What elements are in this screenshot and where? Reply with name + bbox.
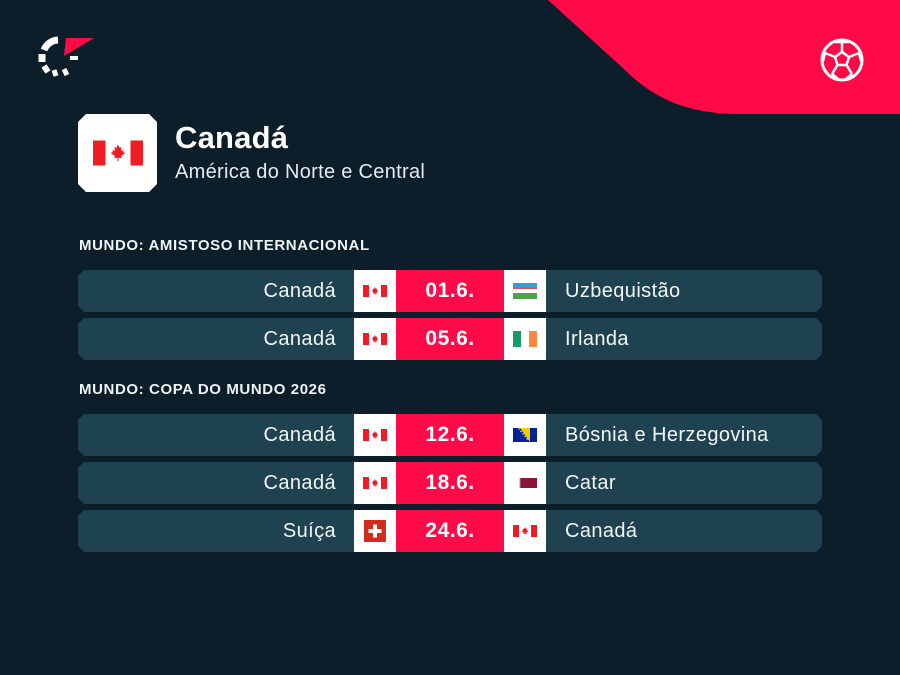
home-team-name: Canadá bbox=[263, 328, 336, 350]
canada-flag-icon bbox=[363, 333, 387, 345]
competition-title: MUNDO: COPA DO MUNDO 2026 bbox=[79, 381, 327, 398]
team-region: América do Norte e Central bbox=[175, 161, 426, 183]
away-flag bbox=[504, 414, 546, 456]
canada-flag-icon bbox=[93, 136, 143, 170]
canada-flag-icon bbox=[363, 477, 387, 489]
home-team-name: Canadá bbox=[263, 280, 336, 302]
match-row[interactable]: Canadá 12.6. Bósnia e Herzegovina bbox=[78, 414, 822, 456]
away-flag bbox=[504, 270, 546, 312]
flashscore-logo-icon bbox=[38, 36, 94, 77]
away-flag bbox=[504, 510, 546, 552]
qatar-flag-icon bbox=[513, 478, 537, 488]
team-name: Canadá bbox=[175, 120, 289, 155]
away-flag bbox=[504, 318, 546, 360]
home-team-name: Suíça bbox=[282, 520, 336, 542]
canada-flag-icon bbox=[363, 285, 387, 297]
canada-flag-icon bbox=[513, 525, 537, 537]
away-flag bbox=[504, 462, 546, 504]
bosnia-flag-icon bbox=[513, 428, 537, 442]
away-team-name: Irlanda bbox=[565, 328, 629, 350]
team-flag bbox=[78, 114, 157, 192]
home-team-name: Canadá bbox=[263, 424, 336, 446]
home-flag bbox=[354, 510, 396, 552]
home-flag bbox=[354, 318, 396, 360]
team-header: Canadá América do Norte e Central bbox=[78, 114, 425, 192]
match-row[interactable]: Canadá 18.6. Catar bbox=[78, 462, 822, 504]
home-team-name: Canadá bbox=[263, 472, 336, 494]
competition-title: MUNDO: AMISTOSO INTERNACIONAL bbox=[79, 237, 370, 254]
match-date: 18.6. bbox=[396, 462, 504, 504]
uzbekistan-flag-icon bbox=[513, 283, 537, 299]
away-team-name: Uzbequistão bbox=[565, 280, 681, 302]
canada-flag-icon bbox=[363, 429, 387, 441]
match-date: 01.6. bbox=[396, 270, 504, 312]
match-row[interactable]: Canadá 01.6. Uzbequistão bbox=[78, 270, 822, 312]
soccer-ball-icon bbox=[820, 38, 864, 82]
match-date: 24.6. bbox=[396, 510, 504, 552]
away-team-name: Bósnia e Herzegovina bbox=[565, 424, 769, 446]
away-team-name: Canadá bbox=[565, 520, 638, 542]
header-accent-shape bbox=[548, 0, 900, 114]
away-team-name: Catar bbox=[565, 472, 616, 494]
ireland-flag-icon bbox=[513, 331, 537, 347]
match-date: 12.6. bbox=[396, 414, 504, 456]
home-flag bbox=[354, 414, 396, 456]
home-flag bbox=[354, 270, 396, 312]
match-date: 05.6. bbox=[396, 318, 504, 360]
switzerland-flag-icon bbox=[364, 520, 386, 542]
match-row[interactable]: Suíça 24.6. Canadá bbox=[78, 510, 822, 552]
match-row[interactable]: Canadá 05.6. Irlanda bbox=[78, 318, 822, 360]
home-flag bbox=[354, 462, 396, 504]
